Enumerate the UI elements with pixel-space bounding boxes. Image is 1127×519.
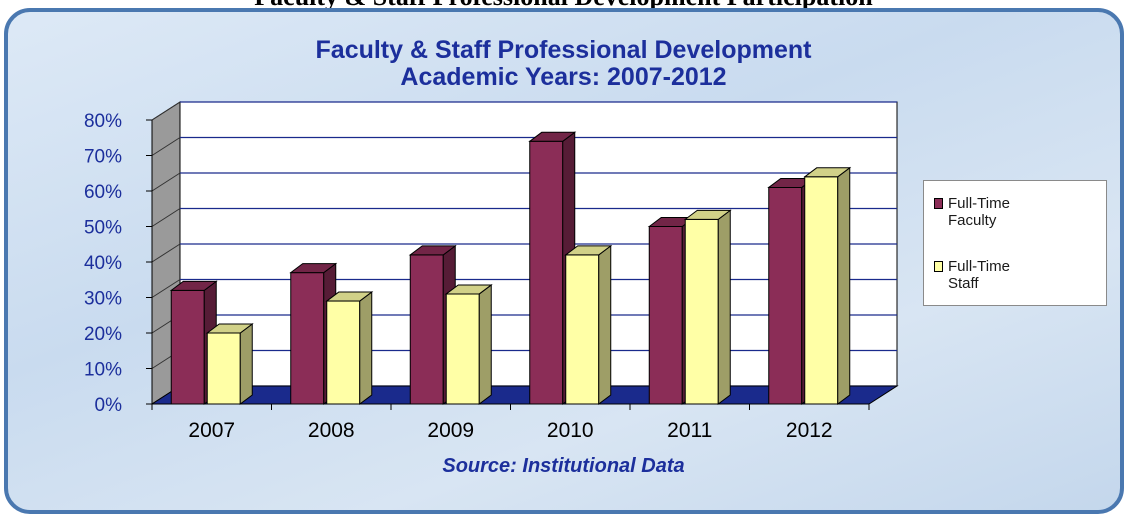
bar-full-time-staff-2009	[445, 293, 480, 405]
y-tick-label: 10%	[84, 360, 122, 381]
legend-label-staff: Full-Time Staff	[948, 258, 1010, 292]
bar-top	[803, 167, 852, 178]
bar-full-time-staff-2012	[804, 176, 839, 405]
bar-full-time-faculty-2012	[768, 186, 803, 405]
x-tick-label: 2010	[547, 419, 594, 442]
bar-full-time-faculty-2010	[529, 140, 564, 405]
bar-side	[837, 166, 851, 405]
bar-full-time-faculty-2011	[648, 226, 683, 405]
x-tick-label: 2011	[667, 419, 712, 442]
x-tick-label: 2012	[786, 419, 833, 442]
gridline-side	[151, 172, 181, 192]
bar-full-time-staff-2008	[326, 300, 361, 405]
bar-top	[444, 284, 493, 295]
bar-top	[205, 323, 254, 334]
bar-full-time-staff-2011	[684, 218, 719, 405]
bar-top	[408, 245, 457, 256]
y-tick-label: 20%	[84, 324, 122, 345]
bar-full-time-staff-2007	[206, 332, 241, 405]
page-heading: Faculty & Staff Professional Development…	[0, 0, 1127, 10]
x-tick-label: 2008	[308, 419, 355, 442]
legend-label-faculty: Full-Time Faculty	[948, 195, 1010, 229]
bar-side	[359, 291, 373, 405]
bar-side	[239, 323, 253, 405]
bar-top	[289, 263, 338, 274]
bar-full-time-faculty-2007	[170, 289, 205, 405]
gridline-side	[151, 279, 181, 298]
gridline-side	[151, 137, 181, 156]
gridline-side	[151, 208, 181, 227]
chart-source-note: Source: Institutional Data	[442, 455, 685, 477]
bar-full-time-staff-2010	[565, 254, 600, 405]
bar-full-time-faculty-2009	[409, 254, 444, 405]
y-tick-label: 40%	[84, 253, 122, 274]
gridline-side	[151, 243, 181, 263]
y-tick-label: 50%	[84, 218, 122, 239]
bar-top	[528, 131, 577, 142]
bar-top	[169, 280, 218, 291]
bar-top	[683, 209, 732, 220]
bar-side	[598, 244, 612, 405]
chart-title: Faculty & Staff Professional Development	[315, 36, 812, 64]
bar-side	[717, 209, 731, 405]
gridline-side	[151, 101, 181, 121]
y-tick-label: 0%	[95, 395, 123, 416]
y-tick-label: 60%	[84, 182, 122, 203]
chart-subtitle: Academic Years: 2007-2012	[400, 63, 727, 91]
chart-legend: Full-Time Faculty Full-Time Staff	[923, 180, 1107, 306]
bar-side	[478, 283, 492, 405]
bar-full-time-faculty-2008	[290, 272, 325, 405]
y-tick-label: 30%	[84, 289, 122, 310]
legend-swatch-faculty	[934, 198, 943, 209]
y-tick-label: 80%	[84, 111, 122, 132]
x-tick-label: 2009	[427, 419, 474, 442]
bar-top	[325, 291, 374, 302]
y-tick-label: 70%	[84, 147, 122, 168]
bar-top	[564, 245, 613, 256]
legend-swatch-staff	[934, 261, 943, 272]
x-tick-label: 2007	[188, 419, 235, 442]
